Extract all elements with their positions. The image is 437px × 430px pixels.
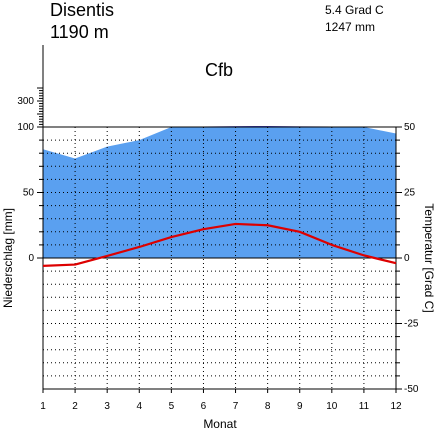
right-axis-label: Temperatur [Grad C]	[422, 203, 436, 312]
x-axis-label: Monat	[203, 417, 237, 430]
right-tick-label: 50	[404, 122, 416, 133]
month-tick-label: 11	[359, 401, 370, 412]
annual-precipitation: 1247 mm	[325, 20, 375, 34]
right-tick-label: 0	[404, 253, 410, 264]
climate-classification: Cfb	[205, 60, 233, 80]
month-tick-label: 7	[233, 401, 239, 412]
station-name: Disentis	[50, 0, 114, 20]
left-tick-label: 100	[17, 122, 34, 133]
right-tick-label: 25	[404, 188, 416, 199]
left-axis-label: Niederschlag [mm]	[1, 208, 15, 308]
month-tick-label: 12	[390, 401, 402, 412]
left-tick-label: 300	[17, 96, 34, 107]
month-tick-label: 5	[169, 401, 175, 412]
month-tick-label: 8	[265, 401, 271, 412]
month-tick-label: 6	[201, 401, 207, 412]
month-tick-label: 2	[72, 401, 78, 412]
month-tick-label: 10	[326, 401, 338, 412]
temperature-line	[42, 222, 397, 267]
right-tick-label: -25	[404, 319, 419, 330]
month-tick-label: 4	[136, 401, 142, 412]
month-tick-label: 3	[104, 401, 110, 412]
station-elevation: 1190 m	[50, 22, 109, 42]
left-tick-label: 50	[23, 188, 35, 199]
left-tick-label: 0	[28, 253, 34, 264]
mean-temperature: 5.4 Grad C	[325, 3, 384, 17]
month-tick-label: 9	[297, 401, 303, 412]
right-tick-label: -50	[404, 384, 419, 395]
month-tick-label: 1	[40, 401, 46, 412]
